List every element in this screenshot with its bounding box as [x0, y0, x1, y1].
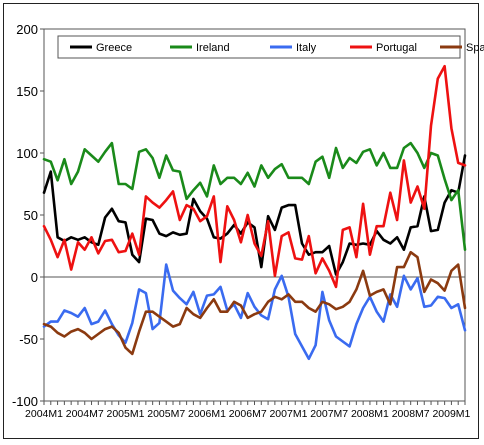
series-lines: [42, 64, 467, 361]
legend-label: Spain: [466, 42, 484, 54]
chart-frame: [3, 3, 479, 439]
x-tick-label: 2007M1: [269, 408, 307, 420]
x-tick-label: 2008M7: [392, 408, 430, 420]
legend-label: Ireland: [196, 42, 230, 54]
x-tick-label: 2006M7: [229, 408, 267, 420]
y-tick-label: 50: [24, 208, 38, 223]
y-tick-label: 200: [16, 22, 38, 37]
x-tick-label: 2006M1: [188, 408, 226, 420]
x-tick-label: 2008M1: [351, 408, 389, 420]
y-tick-label: 100: [16, 146, 38, 161]
x-tick-label: 2005M1: [107, 408, 145, 420]
x-tick-label: 2007M7: [310, 408, 348, 420]
series-line-portugal: [42, 64, 467, 289]
x-tick-label: 2004M1: [25, 408, 63, 420]
y-tick-label: -50: [19, 332, 38, 347]
legend-label: Greece: [96, 42, 132, 54]
y-tick-label: 0: [31, 270, 38, 285]
series-line-greece: [42, 154, 467, 276]
series-line-spain: [42, 250, 467, 356]
x-tick-label: 2005M7: [147, 408, 185, 420]
legend-label: Portugal: [376, 42, 417, 54]
legend-label: Italy: [296, 42, 317, 54]
legend: Greece Ireland Italy Portugal Spain: [57, 35, 484, 59]
x-tick-label: 2004M7: [66, 408, 104, 420]
y-tick-label: -100: [12, 394, 38, 409]
series-line-ireland: [42, 141, 467, 251]
series-line-italy: [42, 263, 467, 361]
x-tick-label: 2009M1: [432, 408, 470, 420]
y-tick-label: 150: [16, 84, 38, 99]
